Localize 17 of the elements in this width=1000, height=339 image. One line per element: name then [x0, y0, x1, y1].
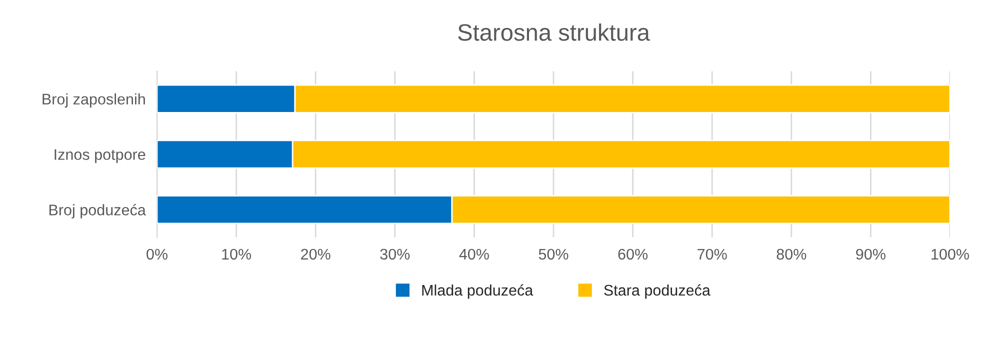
- x-tick-label: 80%: [776, 248, 806, 260]
- y-tick-label: Broj poduzeća: [49, 204, 146, 218]
- x-tick-label: 30%: [380, 248, 410, 260]
- chart-title: Starosna struktura: [458, 24, 650, 41]
- x-tick-label: 60%: [618, 248, 648, 260]
- x-tick-label: 100%: [932, 248, 969, 260]
- legend-label: Mlada poduzeća: [422, 284, 534, 299]
- y-tick-label: Broj zaposlenih: [42, 93, 145, 108]
- x-tick-label: 20%: [301, 248, 330, 260]
- x-tick-label: 0%: [146, 248, 168, 260]
- x-tick-label: 40%: [459, 248, 489, 260]
- y-tick-label: Iznos potpore: [54, 149, 146, 163]
- x-tick-label: 50%: [538, 248, 568, 260]
- x-tick-label: 70%: [698, 248, 727, 260]
- legend-label: Stara poduzeća: [604, 284, 710, 299]
- x-tick-label: 10%: [222, 248, 252, 260]
- x-tick-label: 90%: [856, 248, 886, 260]
